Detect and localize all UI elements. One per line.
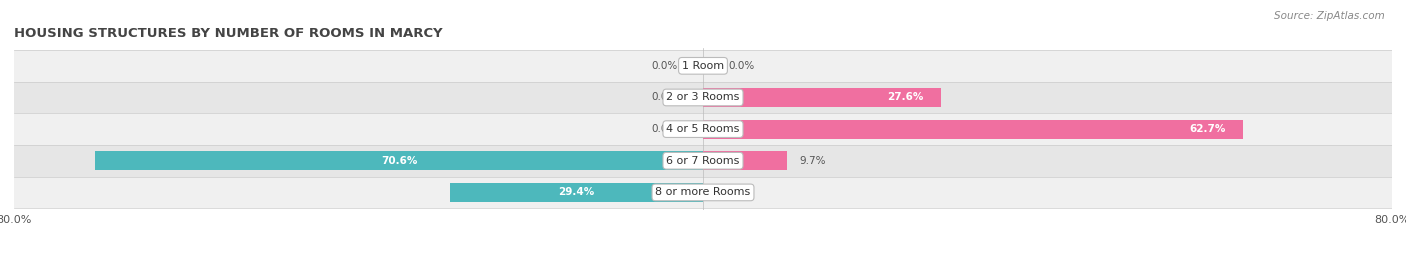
Bar [96, 151, 703, 170]
Text: 0.0%: 0.0% [651, 124, 678, 134]
Bar [14, 50, 1392, 82]
Text: 62.7%: 62.7% [1189, 124, 1226, 134]
Text: 8 or more Rooms: 8 or more Rooms [655, 187, 751, 197]
Bar [450, 183, 703, 202]
Bar [14, 176, 1392, 208]
Text: 4 or 5 Rooms: 4 or 5 Rooms [666, 124, 740, 134]
Bar [14, 145, 1392, 176]
Text: 1 Room: 1 Room [682, 61, 724, 71]
Text: 0.0%: 0.0% [651, 93, 678, 102]
Text: 0.0%: 0.0% [651, 61, 678, 71]
Text: 0.0%: 0.0% [728, 187, 755, 197]
Text: 0.0%: 0.0% [728, 61, 755, 71]
Text: Source: ZipAtlas.com: Source: ZipAtlas.com [1274, 11, 1385, 21]
Text: HOUSING STRUCTURES BY NUMBER OF ROOMS IN MARCY: HOUSING STRUCTURES BY NUMBER OF ROOMS IN… [14, 27, 443, 40]
Bar [703, 151, 786, 170]
Bar [14, 82, 1392, 113]
Text: 6 or 7 Rooms: 6 or 7 Rooms [666, 156, 740, 166]
Bar [14, 113, 1392, 145]
Bar [703, 88, 941, 107]
Text: 29.4%: 29.4% [558, 187, 595, 197]
Text: 2 or 3 Rooms: 2 or 3 Rooms [666, 93, 740, 102]
Text: 70.6%: 70.6% [381, 156, 418, 166]
Text: 9.7%: 9.7% [800, 156, 825, 166]
Text: 27.6%: 27.6% [887, 93, 924, 102]
Bar [703, 120, 1243, 139]
